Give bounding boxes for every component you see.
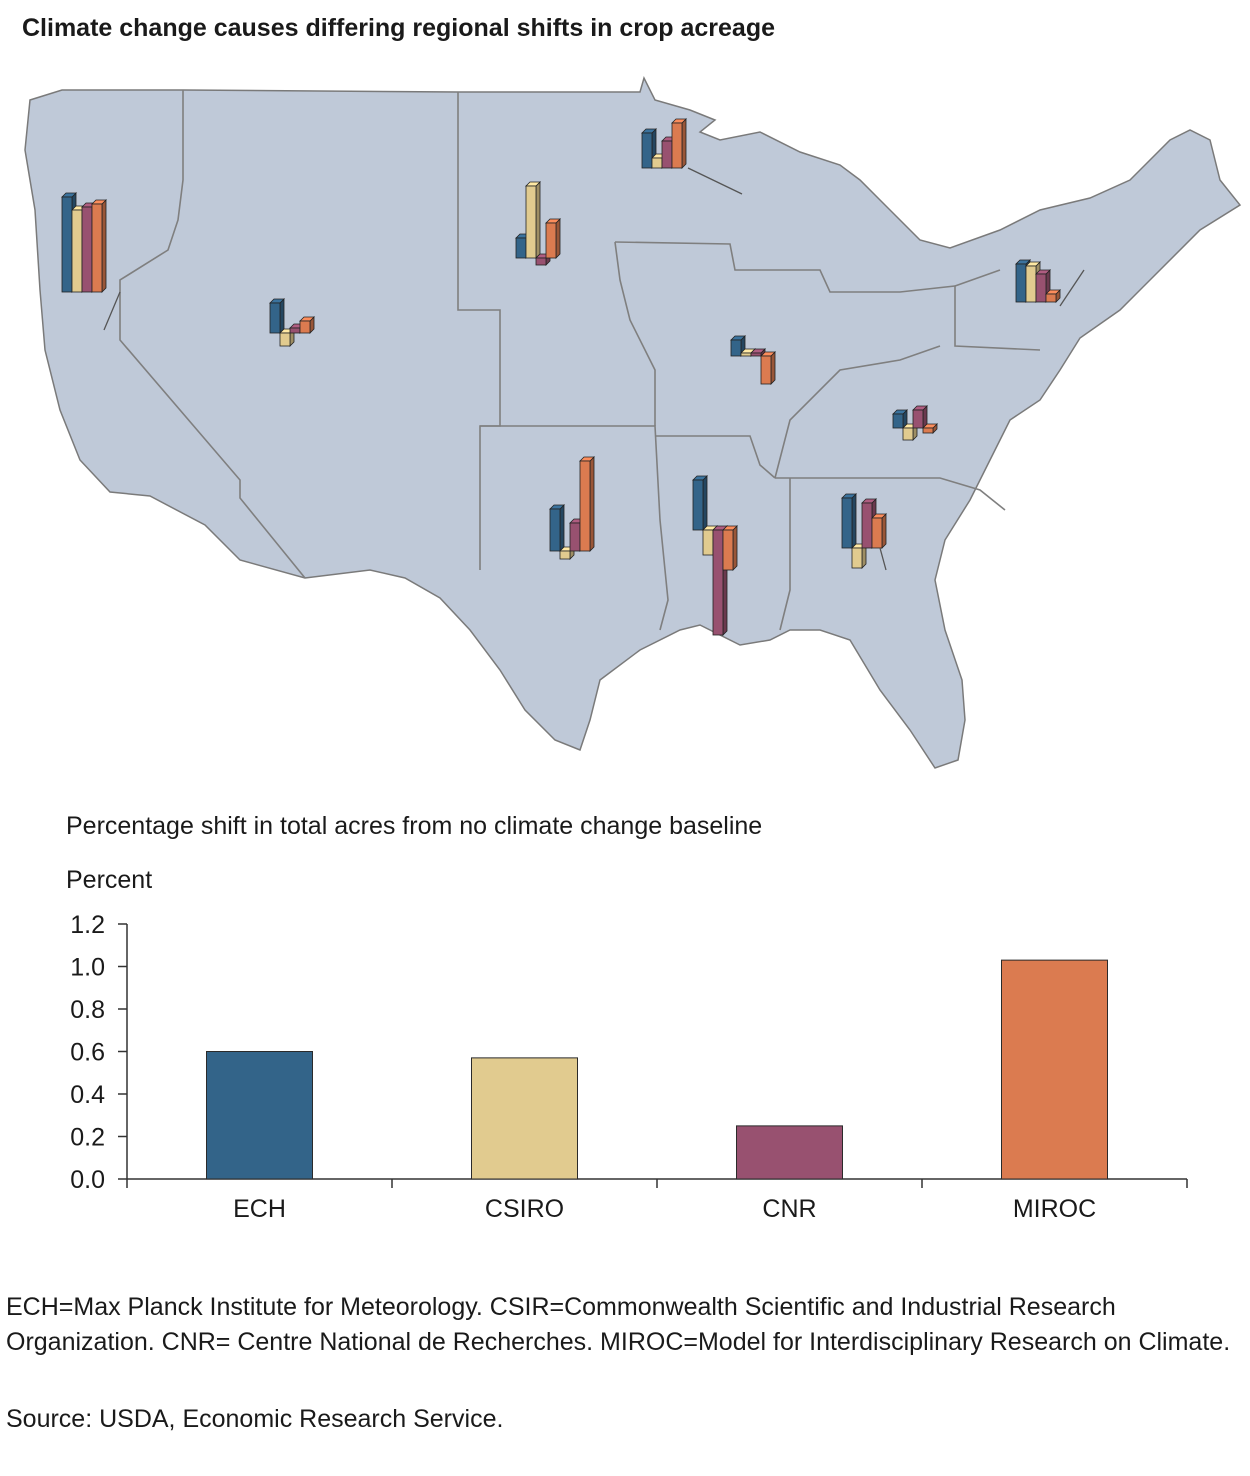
map-bar-group-delta-states	[692, 475, 738, 636]
bar-cnr	[736, 1125, 843, 1180]
map-bar-miroc	[722, 525, 738, 571]
map-bar-miroc	[91, 199, 107, 293]
bar-miroc	[1001, 959, 1108, 1180]
map-bar-group-mountain	[269, 298, 315, 347]
map-bar-cnr	[750, 348, 766, 357]
footnote: ECH=Max Planck Institute for Meteorology…	[6, 1293, 1231, 1356]
map-bar-csiro	[525, 181, 541, 259]
x-category-label: MIROC	[1013, 1195, 1096, 1223]
source-note: Source: USDA, Economic Research Service.	[6, 1405, 504, 1433]
map-bar-miroc	[671, 118, 687, 169]
y-tick-label: 0.0	[70, 1166, 105, 1194]
map-bar-miroc	[545, 218, 561, 259]
bar-ech	[206, 1051, 313, 1180]
y-tick-label: 0.4	[70, 1081, 105, 1109]
bars	[206, 959, 1108, 1180]
x-category-label: CNR	[762, 1195, 816, 1223]
chart-title: Climate change causes differing regional…	[22, 14, 776, 42]
map-bar-group-corn-belt	[730, 335, 776, 385]
map-bar-group-southeast	[841, 493, 887, 569]
x-category-label: CSIRO	[485, 1195, 564, 1223]
map-bar-ech	[892, 409, 908, 429]
map-bar-ech	[549, 504, 565, 552]
chart-subtitle: Percentage shift in total acres from no …	[66, 812, 763, 840]
bar-chart: 0.0 0.2 0.4 0.6 0.8 1.0 1.2 ECH CSIRO CNR MIROC	[70, 911, 1188, 1223]
map-bar-group-lake-states	[641, 118, 687, 169]
y-tick-label: 0.2	[70, 1124, 105, 1152]
map-bar-group-northern-plains	[515, 181, 561, 266]
leader-lines	[103, 167, 1085, 571]
y-tick-label: 1.2	[70, 911, 105, 939]
y-tick-label: 0.6	[70, 1039, 105, 1067]
map-bar-group-pacific	[61, 192, 107, 293]
bar-csiro	[471, 1057, 578, 1180]
x-category-label: ECH	[233, 1195, 286, 1223]
y-tick-label: 1.0	[70, 954, 105, 982]
map-bar-miroc	[922, 423, 938, 434]
axes: 0.0 0.2 0.4 0.6 0.8 1.0 1.2 ECH CSIRO CNR MIROC	[70, 911, 1188, 1223]
map-bar-miroc	[579, 456, 595, 552]
y-axis-label: Percent	[66, 866, 153, 894]
map-bar-miroc	[871, 513, 887, 549]
map-bar-ech	[269, 298, 285, 334]
map-bar-miroc	[760, 351, 776, 385]
map-bar-miroc	[1045, 289, 1061, 303]
map-bar-group-appalachia	[892, 405, 938, 441]
map-bar-group-southern-plains	[549, 456, 595, 560]
us-landmass	[24, 75, 1242, 769]
map-bar-cnr	[912, 405, 928, 429]
map-bar-ech	[730, 335, 746, 357]
map-bar-ech	[692, 475, 708, 531]
map-bar-ech	[841, 493, 857, 549]
regional-bar-groups	[61, 118, 1061, 636]
region-borders	[119, 90, 1041, 631]
us-regions-map	[24, 75, 1242, 769]
y-tick-label: 0.8	[70, 996, 105, 1024]
map-bar-group-northeast	[1015, 259, 1061, 303]
map-bar-miroc	[299, 316, 315, 334]
